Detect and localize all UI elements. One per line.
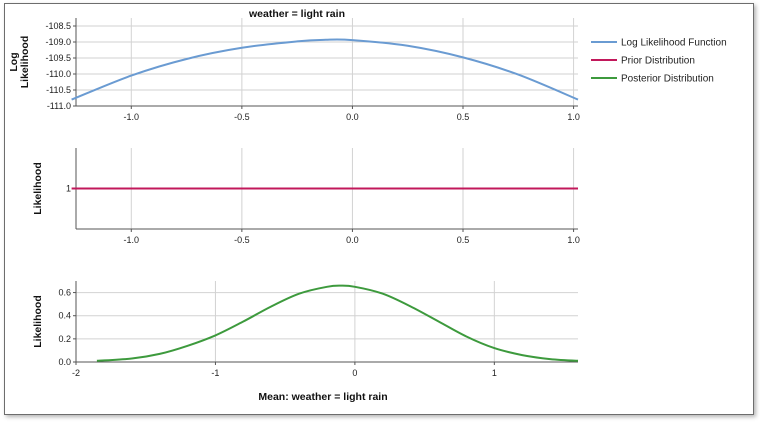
panel3-series-line-0 xyxy=(96,284,579,362)
panel1-title: weather = light rain xyxy=(248,8,345,20)
panel3-x-tick-label: -1 xyxy=(211,368,219,378)
panel1-series-line-0 xyxy=(71,38,579,101)
panel1-y-axis-label: Log xyxy=(8,52,20,71)
panel3-x-tick-label: 0 xyxy=(352,368,357,378)
panel3-y-tick-label: 0.0 xyxy=(58,357,71,367)
panel1-y-tick-label: -109.5 xyxy=(45,53,71,63)
panel3-x-tick-label: -2 xyxy=(72,368,80,378)
panel1-y-tick-label: -108.5 xyxy=(45,21,71,31)
panel1-y-tick-label: -110.5 xyxy=(46,85,71,95)
legend-label-0: Log Likelihood Function xyxy=(621,38,727,49)
panel1-x-tick-label: 0.0 xyxy=(346,112,359,122)
panel1-x-tick-label: 0.5 xyxy=(457,112,470,122)
panel3-x-tick-label: 1 xyxy=(492,368,497,378)
panel2-x-tick-label: 0.5 xyxy=(457,235,470,245)
panel2-x-tick-label: -1.0 xyxy=(124,235,140,245)
panel3-y-tick-label: 0.6 xyxy=(58,288,71,298)
panel3-y-tick-label: 0.4 xyxy=(58,311,71,321)
panel1-y-axis-label: Likelihood xyxy=(19,36,31,89)
chart-frame: -1.0 -0.5 0.0 0.5 1.0 -111.0 -110.5 -110.0 -109.… xyxy=(4,3,754,415)
legend-label-2: Posterior Distribution xyxy=(621,74,714,85)
panel1-x-tick-label: 1.0 xyxy=(567,112,580,122)
panel1-x-tick-label: -1.0 xyxy=(124,112,140,122)
panel1-x-tick-label: -0.5 xyxy=(234,112,250,122)
legend-label-1: Prior Distribution xyxy=(621,56,695,67)
chart-canvas: -1.0 -0.5 0.0 0.5 1.0-111.0-110.5-110.0-109.… xyxy=(8,8,727,403)
panel3-y-axis-label: Likelihood xyxy=(32,295,44,348)
panel2-x-tick-label: 0.0 xyxy=(346,235,359,245)
panel1-y-tick-label: -109.0 xyxy=(45,37,71,47)
panel3-y-tick-label: 0.2 xyxy=(58,334,71,344)
panel2-x-tick-label: -0.5 xyxy=(234,235,250,245)
panel2-x-tick-label: 1.0 xyxy=(567,235,580,245)
panel1-y-tick-label: -111.0 xyxy=(47,101,71,111)
panel2-y-tick-label: 1 xyxy=(66,184,71,194)
panel3-x-axis-label: Mean: weather = light rain xyxy=(258,391,387,403)
panel2-y-axis-label: Likelihood xyxy=(32,162,44,215)
panel1-y-tick-label: -110.0 xyxy=(46,69,71,79)
